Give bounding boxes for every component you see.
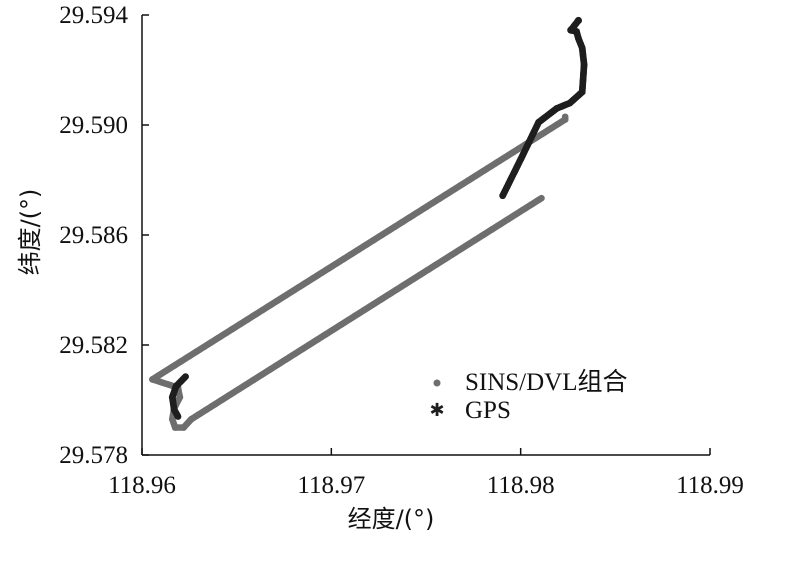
- series-sins-dvl: [149, 113, 569, 383]
- legend-label-gps: GPS: [465, 397, 511, 424]
- series-sins-dvl: [149, 194, 545, 431]
- y-axis-label: 纬度/(°): [16, 189, 44, 276]
- data-marks: [149, 16, 588, 431]
- legend-marker-sins-dvl: [433, 379, 441, 387]
- data-point: [538, 194, 545, 202]
- data-point: [567, 26, 575, 34]
- legend-label-sins-dvl: SINS/DVL组合: [465, 368, 628, 396]
- ticks: 118.96 118.97 118.98 118.99 29.578 29.582 29.5…: [59, 2, 744, 499]
- series-gps: [168, 17, 588, 420]
- y-tick-label: 29.594: [59, 2, 128, 29]
- data-point: [574, 16, 583, 25]
- x-axis-label: 经度/(°): [348, 505, 435, 533]
- x-tick-label: 118.99: [676, 472, 744, 499]
- x-tick-label: 118.97: [297, 472, 365, 499]
- x-tick-label: 118.98: [487, 472, 555, 499]
- y-tick-label: 29.586: [59, 222, 128, 249]
- y-tick-label: 29.582: [59, 332, 128, 359]
- y-tick-label: 29.578: [59, 442, 128, 469]
- data-point: [174, 413, 182, 420]
- legend: SINS/DVL组合 ✱ GPS: [429, 368, 627, 424]
- legend-marker-gps: ✱: [429, 400, 444, 421]
- y-tick-label: 29.590: [59, 112, 128, 139]
- x-tick-label: 118.96: [108, 472, 176, 499]
- data-point: [561, 113, 569, 121]
